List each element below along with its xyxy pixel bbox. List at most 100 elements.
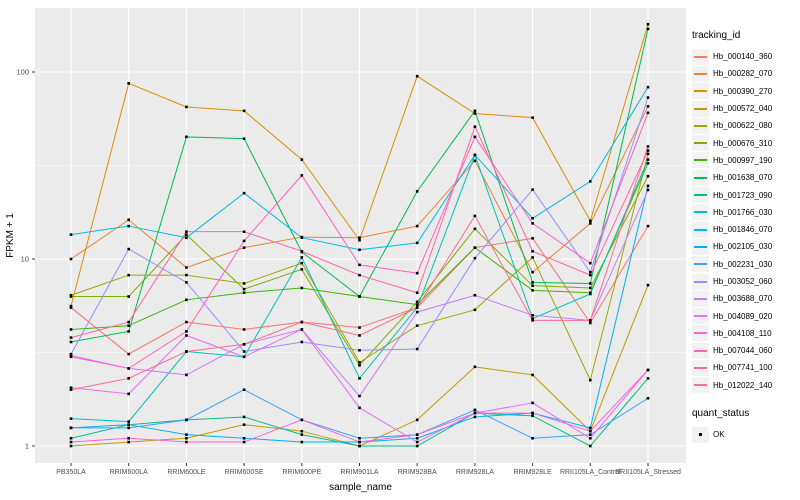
data-point (473, 135, 477, 139)
data-point (415, 433, 419, 436)
data-point (531, 256, 534, 259)
legend-item: Hb_000997_190 (692, 152, 798, 169)
legend-item: Hb_001846_070 (692, 221, 798, 238)
data-point (185, 440, 188, 444)
data-point (242, 239, 246, 243)
data-point (358, 440, 361, 444)
legend-color-swatch (694, 366, 707, 369)
data-point (473, 411, 477, 415)
data-point (185, 266, 188, 269)
data-point (242, 109, 246, 113)
data-point (473, 293, 477, 297)
legend-item-label: Hb_003052_060 (713, 277, 773, 286)
data-point (185, 135, 188, 139)
data-point (531, 436, 534, 440)
data-point (473, 408, 477, 412)
data-point (185, 233, 188, 236)
legend-item-label: Hb_003688_070 (713, 294, 773, 304)
data-point (589, 286, 592, 290)
x-tick-label: RRIM928LA (456, 469, 494, 476)
data-point (127, 218, 130, 222)
legend-item-label: Hb_000572_040 (713, 104, 773, 114)
data-point (358, 295, 361, 298)
data-point (415, 444, 419, 448)
data-point (589, 180, 592, 183)
legend-key (692, 238, 709, 255)
data-point (646, 96, 650, 99)
data-point (69, 440, 73, 444)
data-point (531, 401, 534, 405)
legend-item-label: OK (713, 430, 725, 440)
data-point (300, 256, 304, 259)
legend-item-label: Hb_000622_080 (713, 121, 773, 131)
data-point (242, 287, 246, 291)
data-point (300, 261, 304, 265)
data-point (358, 248, 361, 252)
data-point (69, 295, 73, 298)
data-point (415, 347, 419, 351)
plot-panel (35, 8, 686, 463)
data-point (69, 426, 73, 430)
data-point (127, 367, 130, 370)
data-point (127, 392, 130, 396)
data-point (300, 320, 304, 324)
legend-item: Hb_004108_110 (692, 325, 798, 342)
data-point (473, 109, 477, 113)
legend-shape-title: quant_status (692, 407, 750, 419)
x-tick-label: RRIM600LA (110, 469, 148, 476)
y-tick-label: 100 (16, 68, 29, 77)
data-point (300, 236, 304, 239)
legend-key (692, 100, 709, 117)
data-point (300, 340, 304, 344)
data-point (646, 27, 650, 31)
data-point (358, 348, 361, 352)
x-tick-label: RRIM901LA (340, 469, 378, 476)
data-point (242, 230, 246, 233)
data-point (531, 317, 534, 320)
legend-item-label: Hb_012022_140 (713, 380, 773, 390)
x-tick-label: PB350LA (56, 469, 86, 476)
data-point (531, 270, 534, 274)
data-point (531, 188, 534, 191)
data-point (531, 222, 534, 225)
data-point (127, 224, 130, 228)
legend-item-label: Hb_001846_070 (713, 225, 773, 235)
legend-item-label: Hb_001638_070 (713, 173, 773, 183)
data-point (127, 440, 130, 444)
legend-color-swatch (694, 228, 707, 231)
data-point (127, 82, 130, 85)
legend-item-label: Hb_004108_110 (713, 328, 772, 338)
data-point (69, 355, 73, 359)
data-point (473, 308, 477, 312)
legend-item-label: Hb_000282_070 (713, 69, 773, 79)
legend-color-swatch (694, 107, 707, 110)
legend-item: Hb_002105_030 (692, 238, 798, 255)
data-point (127, 247, 130, 251)
data-point (531, 414, 534, 418)
data-point (69, 304, 73, 308)
legend-panel: tracking_id Hb_000140_360 Hb_000282_070 Hb… (692, 30, 798, 443)
data-point (242, 282, 246, 285)
data-point (300, 440, 304, 444)
data-point (531, 289, 534, 292)
data-point (646, 188, 650, 192)
legend-item-label: Hb_000997_190 (713, 155, 773, 165)
x-tick-label: RRII105LA_Control (560, 469, 621, 476)
legend-item: Hb_001723_090 (692, 186, 798, 204)
data-point (415, 306, 419, 309)
legend-item-label: Hb_007741_100 (713, 363, 773, 373)
data-point (646, 158, 650, 161)
data-point (358, 364, 361, 367)
legend-item: Hb_007741_100 (692, 359, 798, 376)
data-point (185, 230, 188, 233)
data-point (69, 436, 73, 440)
legend-color-swatch (694, 142, 707, 145)
data-point (589, 270, 592, 274)
data-point (127, 273, 130, 277)
legend-item: Hb_000282_070 (692, 65, 798, 82)
data-point (242, 246, 246, 249)
legend-item: Hb_012022_140 (692, 377, 798, 394)
legend-item-label: Hb_002105_030 (713, 242, 773, 252)
data-point (415, 241, 419, 245)
legend-item: Hb_000390_270 (692, 83, 798, 100)
